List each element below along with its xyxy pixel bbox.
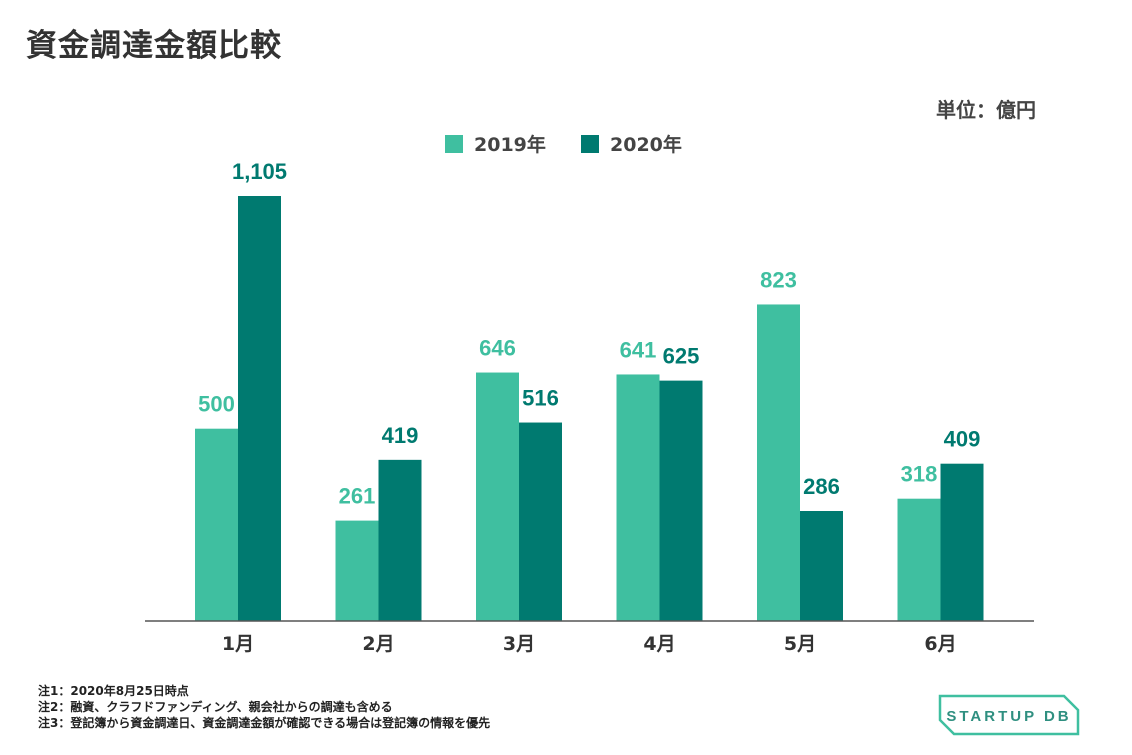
x-tick-label-m3: 3月 [503, 633, 535, 655]
bar-2020-m4 [659, 380, 703, 621]
bar-2019-m2 [335, 520, 379, 621]
bar-2019-m3 [476, 372, 519, 621]
page-title: 資金調達金額比較 [26, 28, 282, 64]
value-label-2020-m6: 409 [944, 427, 981, 452]
footnote-3: 注3：登記簿から資金調達日、資金調達金額が確認できる場合は登記簿の情報を優先 [38, 716, 491, 730]
legend-label-2020: 2020年 [610, 133, 682, 156]
value-label-2020-m2: 419 [382, 423, 419, 448]
value-label-2019-m5: 823 [760, 267, 797, 292]
bar-2020-m3 [519, 422, 562, 621]
logo-text: STARTUP DB [946, 708, 1071, 725]
bar-2019-m4 [616, 374, 660, 621]
startup-db-logo: STARTUP DB [938, 694, 1080, 736]
value-label-2020-m3: 516 [522, 386, 559, 411]
chart-legend: 2019年 2020年 [445, 133, 682, 156]
x-axis-tick-labels: 1月 2月 3月 4月 5月 6月 [222, 633, 957, 655]
value-label-2019-m1: 500 [198, 392, 235, 417]
footnote-2: 注2：融資、クラフドファンディング、親会社からの調達も含める [38, 700, 393, 714]
value-label-2020-m1: 1,105 [232, 159, 287, 184]
legend-swatch-2019 [445, 135, 463, 153]
value-label-2019-m3: 646 [479, 336, 516, 361]
x-tick-label-m1: 1月 [222, 633, 254, 655]
value-label-2019-m2: 261 [339, 484, 376, 509]
value-label-2019-m4: 641 [620, 337, 657, 362]
value-label-2020-m5: 286 [803, 474, 840, 499]
footnotes: 注1：2020年8月25日時点 注2：融資、クラフドファンディング、親会社からの… [38, 683, 490, 731]
logo-frame [938, 694, 1080, 736]
x-tick-label-m4: 4月 [643, 633, 675, 655]
bar-2020-m2 [378, 459, 422, 621]
chart-bars [195, 196, 984, 621]
bar-2020-m5 [800, 511, 843, 621]
x-tick-label-m2: 2月 [362, 633, 394, 655]
bar-2020-m6 [940, 463, 984, 621]
unit-label: 単位：億円 [936, 98, 1036, 122]
bar-2019-m5 [757, 304, 800, 621]
legend-label-2019: 2019年 [474, 133, 546, 156]
x-tick-label-m5: 5月 [784, 633, 816, 655]
bar-2020-m1 [238, 196, 281, 621]
bar-2019-m1 [195, 428, 238, 621]
legend-swatch-2020 [581, 135, 599, 153]
x-tick-label-m6: 6月 [924, 633, 956, 655]
bar-2019-m6 [897, 498, 941, 621]
footnote-1: 注1：2020年8月25日時点 [38, 684, 189, 698]
value-label-2020-m4: 625 [663, 344, 700, 369]
value-label-2019-m6: 318 [901, 462, 938, 487]
